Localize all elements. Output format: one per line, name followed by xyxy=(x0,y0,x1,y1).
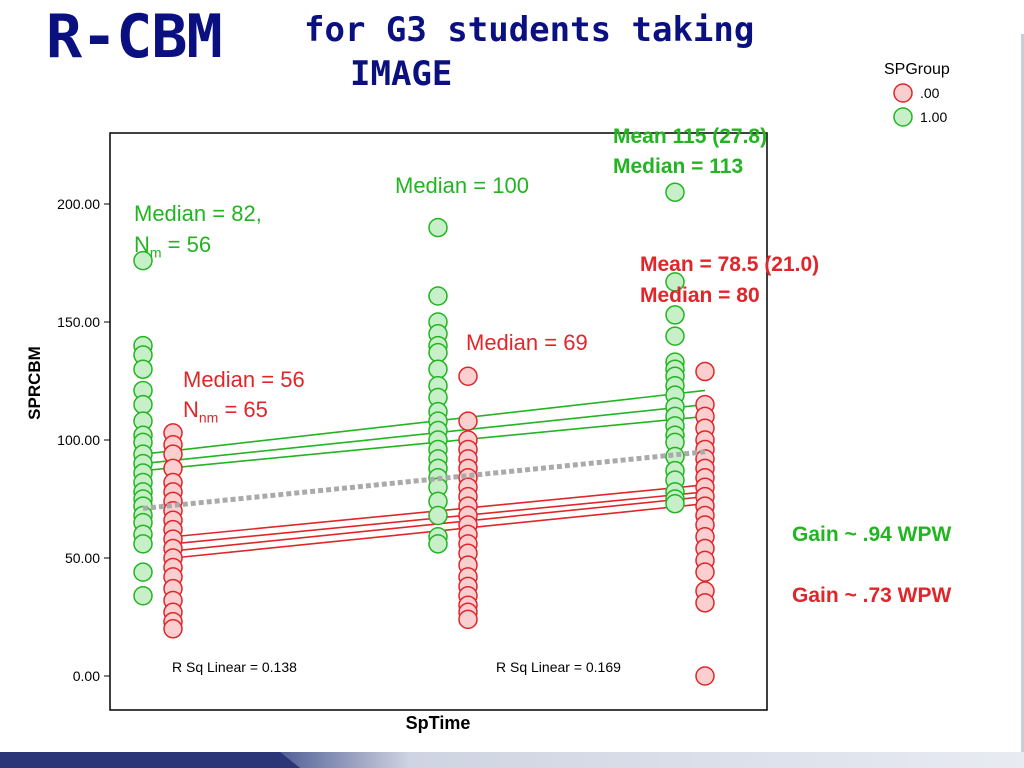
slide-title: R-CBM xyxy=(46,2,223,72)
data-point-group-00 xyxy=(695,361,715,382)
slide-subtitle-line1: for G3 students taking xyxy=(304,10,755,50)
y-tick-label: 100.00 xyxy=(57,432,100,448)
annotation-r1-n-sub: nm xyxy=(198,409,219,426)
annotation-g1-n: Nm = 56 xyxy=(134,232,211,260)
r-sq-label-1: R Sq Linear = 0.138 xyxy=(172,659,297,675)
annotation-g1-n-prefix: N xyxy=(134,232,150,257)
annotation-g1-n-suffix: = 56 xyxy=(161,232,212,257)
slide-footer-accent xyxy=(0,752,300,768)
data-point-group-100 xyxy=(665,493,685,514)
data-point-group-00 xyxy=(695,562,715,582)
data-point-group-100 xyxy=(133,359,153,379)
annotation-r3-median: Median = 80 xyxy=(640,284,760,307)
annotation-r2-median: Median = 69 xyxy=(466,330,588,355)
data-point-group-00 xyxy=(458,609,478,630)
data-point-group-100 xyxy=(428,217,448,238)
y-tick-label: 200.00 xyxy=(57,196,100,212)
annotation-g3-mean: Mean 115 (27.8) xyxy=(613,125,768,148)
legend-marker-100 xyxy=(893,107,913,127)
x-axis-label: SpTime xyxy=(406,713,471,733)
data-point-group-00 xyxy=(163,619,183,639)
annotation-g1-median: Median = 82, xyxy=(134,201,262,226)
annotation-r1-n-prefix: N xyxy=(183,397,199,422)
y-tick-label: 0.00 xyxy=(73,668,100,684)
slide-subtitle-line2: IMAGE xyxy=(350,54,453,94)
annotation-gain-red: Gain ~ .73 WPW xyxy=(792,584,952,607)
chart-mean-line xyxy=(142,449,706,511)
slide-frame-edge xyxy=(1021,34,1024,754)
data-point-group-00 xyxy=(695,666,715,686)
chart-points xyxy=(133,182,715,686)
fit-line-green xyxy=(142,415,706,472)
annotation-r3-mean: Mean = 78.5 (21.0) xyxy=(640,253,820,276)
annotation-r1-n: Nnm = 65 xyxy=(183,397,268,425)
legend-entry-00: .00 xyxy=(920,85,940,101)
chart-legend: SPGroup .00 1.00 xyxy=(884,61,950,127)
data-point-group-100 xyxy=(133,534,153,554)
data-point-group-100 xyxy=(133,562,153,582)
fit-line-green xyxy=(142,389,706,455)
legend-entry-100: 1.00 xyxy=(920,109,947,125)
data-point-group-100 xyxy=(428,342,448,363)
data-point-group-100 xyxy=(665,305,685,325)
data-point-group-100 xyxy=(428,286,448,306)
annotation-g3-median: Median = 113 xyxy=(613,155,744,178)
data-point-group-00 xyxy=(458,366,478,387)
annotation-r1-n-suffix: = 65 xyxy=(218,397,268,422)
annotation-g1-n-sub: m xyxy=(149,244,162,261)
slide-subtitle: for G3 students taking IMAGE xyxy=(304,8,824,96)
data-point-group-100 xyxy=(665,182,685,202)
r-sq-label-2: R Sq Linear = 0.169 xyxy=(496,659,621,675)
y-tick-label: 50.00 xyxy=(65,550,100,566)
data-point-group-100 xyxy=(428,359,448,379)
y-tick-label: 150.00 xyxy=(57,314,100,330)
legend-marker-00 xyxy=(893,83,913,103)
annotation-r1-median: Median = 56 xyxy=(183,367,305,392)
data-point-group-100 xyxy=(428,505,448,526)
annotation-g2-median: Median = 100 xyxy=(395,173,529,198)
annotation-gain-green: Gain ~ .94 WPW xyxy=(792,523,952,546)
data-point-group-100 xyxy=(133,394,153,415)
plot-frame xyxy=(109,132,768,711)
overall-mean-line xyxy=(142,449,706,511)
data-point-group-00 xyxy=(458,411,478,431)
data-point-group-100 xyxy=(428,534,448,554)
data-point-group-100 xyxy=(133,250,153,271)
legend-title: SPGroup xyxy=(884,61,950,78)
data-point-group-100 xyxy=(665,272,685,292)
y-axis-label: SPRCBM xyxy=(25,346,44,420)
chart-axes: 0.00 50.00 100.00 150.00 200.00 xyxy=(57,132,768,711)
data-point-group-00 xyxy=(695,593,715,613)
data-point-group-100 xyxy=(665,326,685,346)
fit-line-green xyxy=(142,403,706,465)
data-point-group-100 xyxy=(133,586,153,606)
